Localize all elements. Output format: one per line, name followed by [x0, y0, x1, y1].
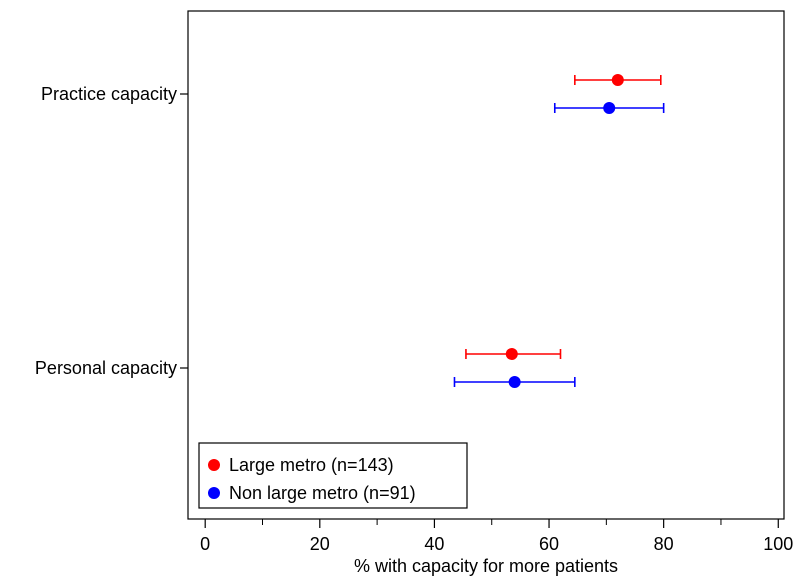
x-tick-label: 20 — [310, 534, 330, 554]
point-marker — [603, 102, 616, 114]
point-marker — [611, 74, 624, 86]
y-tick-label: Practice capacity — [41, 84, 177, 104]
x-axis-label: % with capacity for more patients — [354, 556, 618, 576]
series-layer — [453, 74, 665, 388]
legend: Large metro (n=143) Non large metro (n=91… — [198, 442, 468, 509]
x-tick-label: 100 — [763, 534, 793, 554]
x-tick-label: 60 — [539, 534, 559, 554]
plot-area — [187, 10, 785, 520]
point-marker — [505, 348, 518, 360]
legend-label: Non large metro (n=91) — [229, 483, 416, 503]
legend-label: Large metro (n=143) — [229, 455, 394, 475]
legend-box — [198, 442, 468, 509]
x-tick-label: 0 — [200, 534, 210, 554]
x-tick-label: 40 — [424, 534, 444, 554]
legend-marker — [208, 459, 220, 471]
x-axis: 0 20 40 60 80 100 — [200, 519, 793, 554]
x-tick-label: 80 — [654, 534, 674, 554]
y-tick-label: Personal capacity — [35, 358, 177, 378]
point-marker — [508, 376, 521, 388]
legend-marker — [208, 487, 220, 499]
y-axis: Practice capacity Personal capacity — [35, 84, 188, 378]
